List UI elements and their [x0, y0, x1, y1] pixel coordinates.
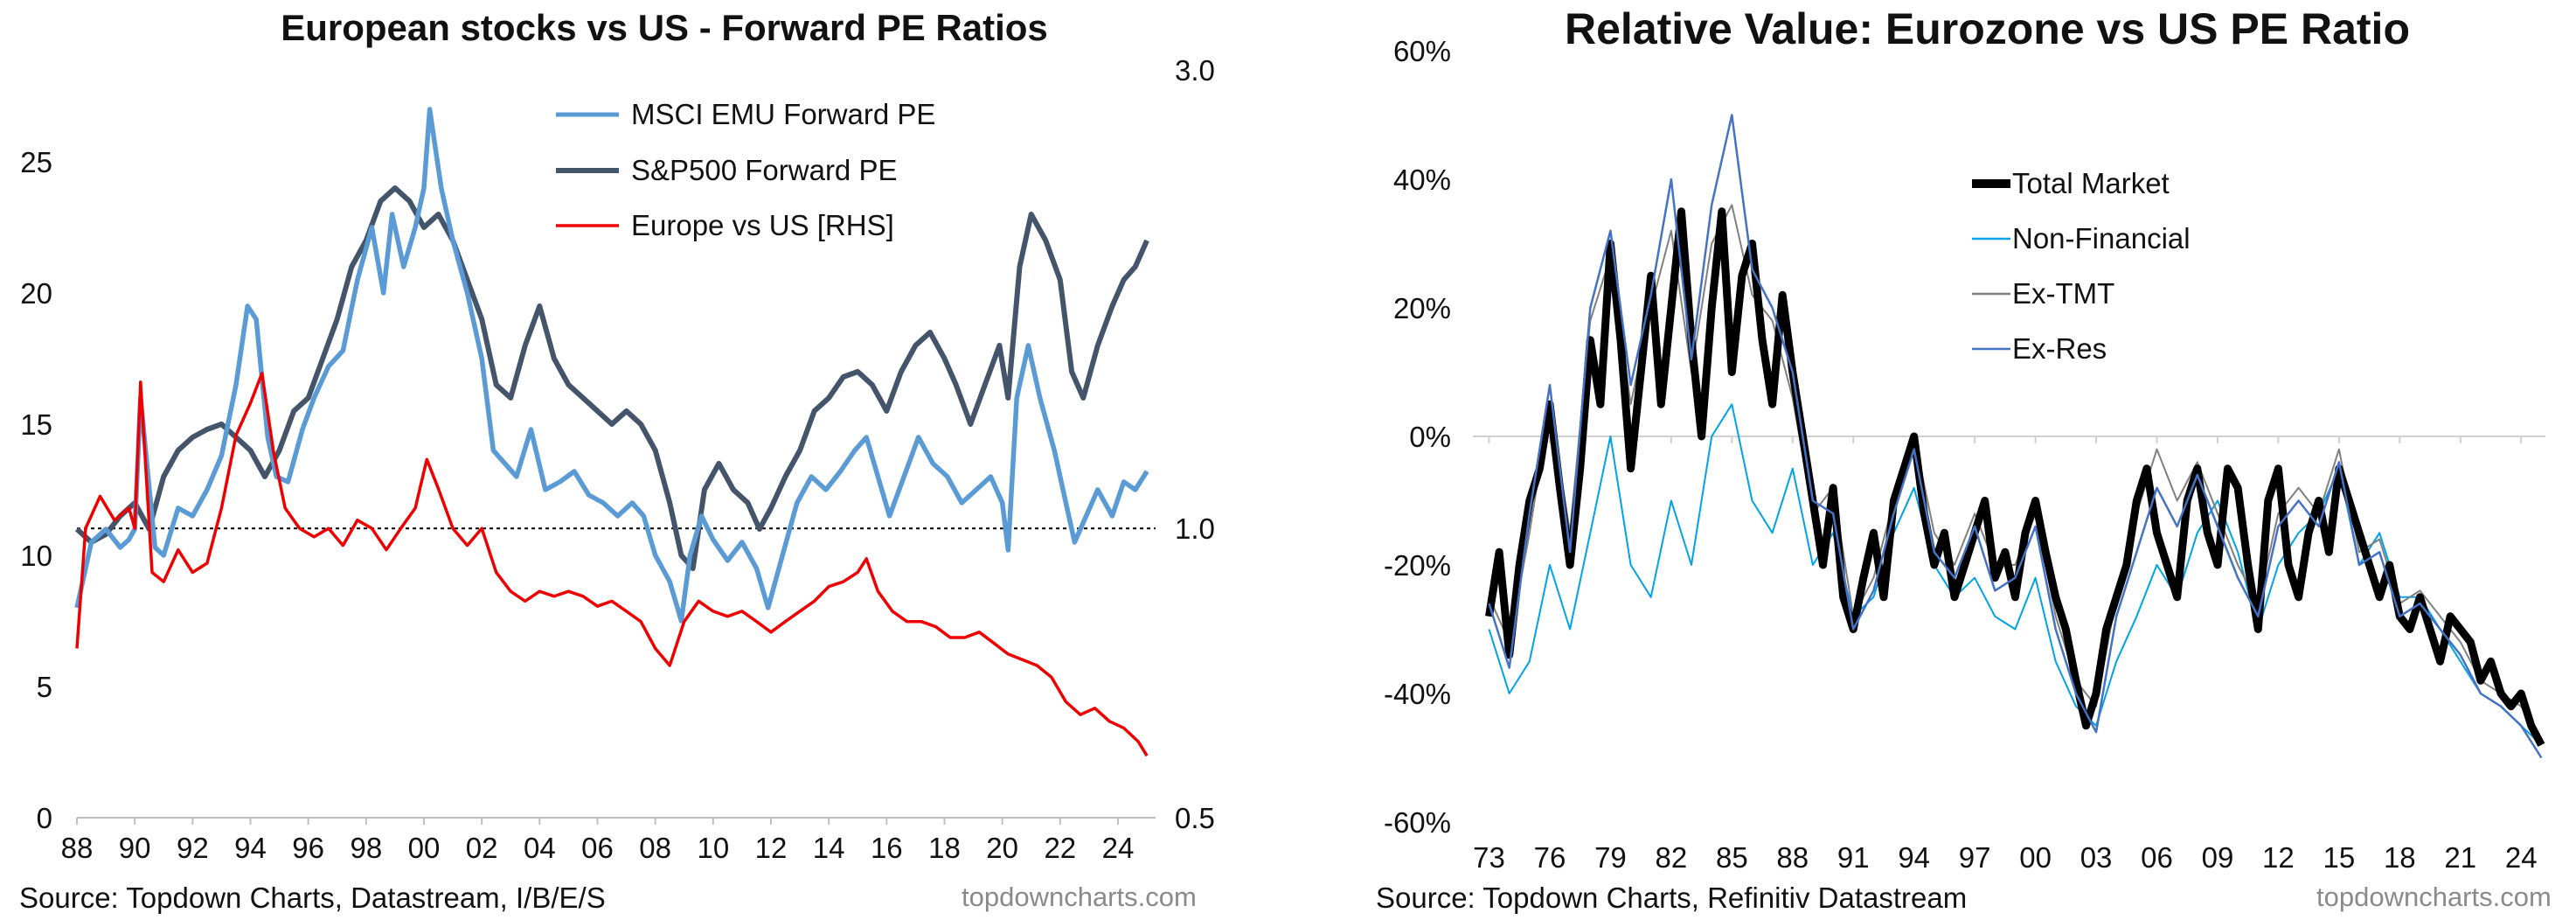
x-tick-label: 04 — [524, 832, 556, 864]
legend-label: MSCI EMU Forward PE — [631, 98, 935, 130]
x-tick-label: 91 — [1837, 841, 1870, 874]
x-tick-label: 79 — [1594, 841, 1627, 874]
y-tick-label: -60% — [1384, 806, 1451, 839]
x-tick-label: 24 — [2505, 841, 2538, 874]
right-source-note: Source: Topdown Charts, Refinitiv Datast… — [1376, 882, 1968, 914]
right-chart-panel: Relative Value: Eurozone vs US PE Ratio … — [1329, 0, 2576, 920]
y-right-tick-label: 0.5 — [1175, 802, 1215, 834]
y-tick-label: 40% — [1393, 164, 1451, 196]
x-tick-label: 00 — [408, 832, 441, 864]
x-tick-label: 88 — [61, 832, 94, 864]
x-tick-label: 00 — [2019, 841, 2052, 874]
x-tick-label: 14 — [813, 832, 845, 864]
left-chart-panel: European stocks vs US - Forward PE Ratio… — [0, 0, 1259, 920]
x-tick-label: 24 — [1102, 832, 1135, 864]
series-line-ex-res — [1488, 114, 2543, 759]
x-tick-label: 85 — [1716, 841, 1748, 874]
x-tick-label: 12 — [2262, 841, 2295, 874]
x-tick-label: 73 — [1473, 841, 1505, 874]
right-brand-label: topdowncharts.com — [2316, 882, 2552, 912]
x-tick-label: 06 — [2141, 841, 2173, 874]
legend-label: Non-Financial — [2012, 222, 2191, 254]
x-tick-label: 16 — [871, 832, 903, 864]
x-tick-label: 09 — [2202, 841, 2234, 874]
y-left-tick-label: 25 — [20, 146, 52, 178]
x-tick-label: 03 — [2080, 841, 2113, 874]
series-line-msci-emu — [74, 107, 1149, 624]
left-chart-plot: 88 90 92 94 96 98 00 02 04 06 08 10 12 14 16 18 20 22 24 0 5… — [20, 54, 1215, 864]
right-chart-plot: 60% 40% 20% 0% -20% -40% -60% 73 76 79 82 85 88 91 94 9… — [1384, 35, 2545, 874]
x-tick-label: 08 — [639, 832, 671, 864]
legend-label: S&P500 Forward PE — [631, 154, 897, 186]
x-tick-label: 15 — [2323, 841, 2356, 874]
x-tick-label: 96 — [292, 832, 324, 864]
x-tick-label: 18 — [2384, 841, 2416, 874]
x-tick-label: 12 — [755, 832, 788, 864]
right-chart-title: Relative Value: Eurozone vs US PE Ratio — [1565, 4, 2410, 53]
legend-label: Ex-TMT — [2012, 277, 2114, 310]
x-tick-label: 92 — [177, 832, 209, 864]
series-line-total-market — [1485, 207, 2545, 747]
left-source-note: Source: Topdown Charts, Datastream, I/B/… — [19, 882, 606, 914]
legend-label: Ex-Res — [2012, 332, 2107, 365]
x-tick-label: 20 — [986, 832, 1018, 864]
x-tick-label: 02 — [466, 832, 498, 864]
y-right-tick-label: 1.0 — [1175, 512, 1215, 545]
series-line-sp500 — [74, 185, 1149, 571]
y-left-tick-label: 0 — [37, 802, 52, 834]
x-tick-label: 88 — [1776, 841, 1809, 874]
left-chart-title: European stocks vs US - Forward PE Ratio… — [281, 7, 1048, 48]
x-tick-label: 97 — [1959, 841, 1991, 874]
x-tick-label: 98 — [350, 832, 382, 864]
y-tick-label: 20% — [1393, 292, 1451, 324]
x-tick-label: 21 — [2444, 841, 2476, 874]
y-left-tick-label: 15 — [20, 408, 52, 441]
y-left-tick-label: 20 — [20, 277, 52, 310]
left-brand-label: topdowncharts.com — [962, 882, 1197, 912]
x-tick-label: 22 — [1044, 832, 1076, 864]
x-tick-label: 82 — [1656, 841, 1688, 874]
x-tick-label: 94 — [1898, 841, 1930, 874]
y-tick-label: 0% — [1409, 421, 1451, 453]
y-left-tick-label: 10 — [20, 540, 52, 572]
legend-label: Total Market — [2012, 167, 2170, 199]
y-tick-label: -20% — [1384, 549, 1451, 582]
y-tick-label: -40% — [1384, 678, 1451, 710]
y-right-tick-label: 3.0 — [1175, 54, 1215, 87]
y-tick-label: 60% — [1393, 35, 1451, 67]
y-left-tick-label: 5 — [37, 671, 52, 703]
x-tick-label: 94 — [234, 832, 267, 864]
x-tick-label: 06 — [581, 832, 614, 864]
x-tick-label: 76 — [1534, 841, 1566, 874]
x-tick-label: 10 — [697, 832, 729, 864]
series-line-europe-vs-us — [75, 372, 1149, 757]
x-tick-label: 90 — [119, 832, 151, 864]
x-tick-label: 18 — [928, 832, 961, 864]
legend-label: Europe vs US [RHS] — [631, 209, 894, 241]
